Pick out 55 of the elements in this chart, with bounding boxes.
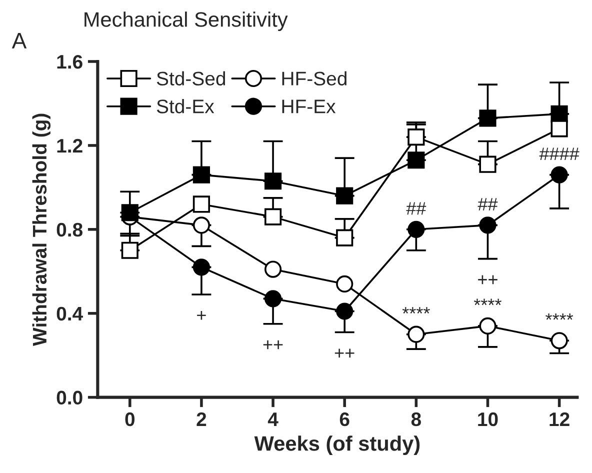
- y-tick-label: 0.4: [56, 306, 83, 321]
- annotation: ****: [474, 298, 502, 306]
- annotation: ++: [334, 348, 354, 358]
- annotation: ++: [263, 340, 283, 350]
- point: [264, 290, 282, 308]
- point: [408, 326, 425, 343]
- point: [408, 128, 425, 146]
- chart-title: Mechanical Sensitivity: [84, 12, 288, 31]
- point: [121, 204, 138, 222]
- x-tick-label: 4: [268, 412, 278, 426]
- point: [408, 152, 425, 169]
- legend-label: HF-Ex: [282, 100, 336, 114]
- point: [121, 242, 138, 259]
- y-tick-label: 1.6: [57, 54, 82, 69]
- x-tick-label: 6: [340, 412, 350, 426]
- y-axis-title: Withdrawal Threshold (g): [32, 114, 51, 346]
- point: [192, 216, 210, 234]
- x-tick-label: 8: [411, 412, 421, 426]
- y-tick-label: 0.0: [56, 390, 82, 405]
- legend-label: Std-Ex: [156, 99, 214, 114]
- point: [336, 187, 354, 204]
- text: A: [12, 33, 27, 48]
- point: [550, 166, 568, 184]
- point: [264, 260, 282, 278]
- y-tick-label: 1.2: [57, 138, 82, 152]
- annotation: ##: [478, 198, 498, 210]
- point: [408, 220, 425, 238]
- x-tick-label: 2: [196, 412, 206, 426]
- point: [479, 317, 496, 334]
- x-tick-label: 12: [550, 412, 570, 426]
- x-tick-label: 10: [478, 412, 498, 426]
- point: [192, 258, 210, 276]
- annotation: ####: [539, 148, 580, 160]
- annotation: ##: [406, 202, 426, 215]
- point: [336, 229, 354, 246]
- y-tick-label: 0.8: [56, 222, 83, 237]
- x-axis-title: Weeks (of study): [254, 436, 420, 456]
- legend-label: Std-Sed: [156, 71, 226, 86]
- point: [192, 196, 210, 213]
- point: [479, 156, 496, 173]
- annotation: ****: [546, 313, 574, 320]
- point: [550, 120, 568, 138]
- annotation: ****: [402, 307, 430, 314]
- point: [336, 275, 354, 293]
- x-tick-label: 0: [125, 412, 134, 426]
- point: [336, 302, 354, 320]
- point: [479, 216, 496, 234]
- point: [264, 172, 282, 190]
- point: [550, 332, 568, 350]
- point: [264, 208, 282, 226]
- point: [192, 166, 210, 184]
- point: [479, 110, 496, 127]
- legend-label: HF-Sed: [282, 71, 346, 86]
- annotation: ++: [478, 275, 498, 284]
- annotation: +: [197, 310, 206, 320]
